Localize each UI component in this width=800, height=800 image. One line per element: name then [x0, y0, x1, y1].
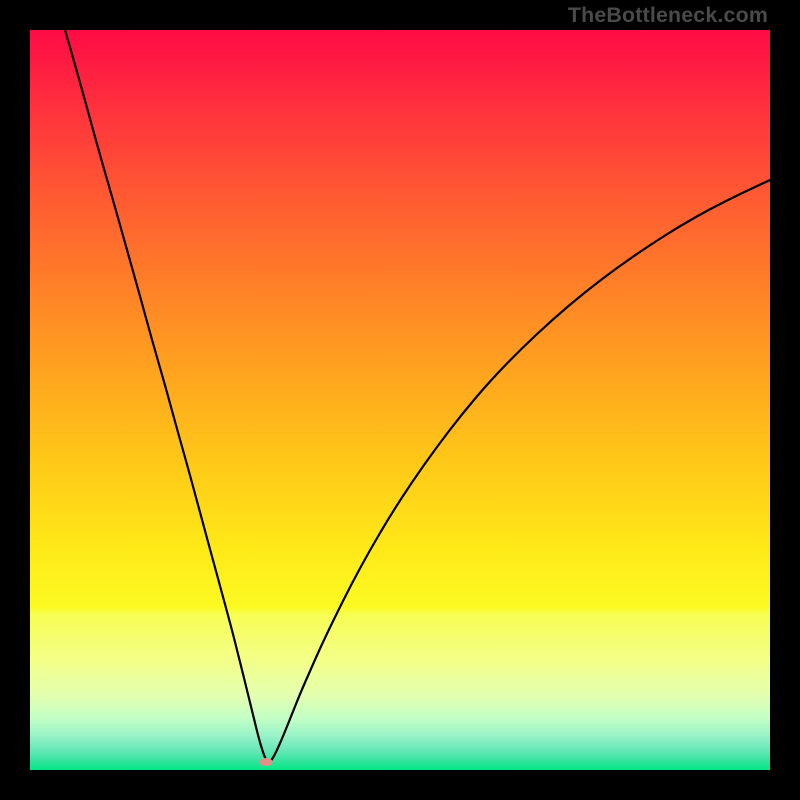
minimum-marker [260, 758, 273, 766]
plot-area [30, 30, 770, 770]
bottleneck-curve [30, 30, 770, 770]
chart-frame: TheBottleneck.com [0, 0, 800, 800]
watermark-text: TheBottleneck.com [568, 3, 768, 28]
